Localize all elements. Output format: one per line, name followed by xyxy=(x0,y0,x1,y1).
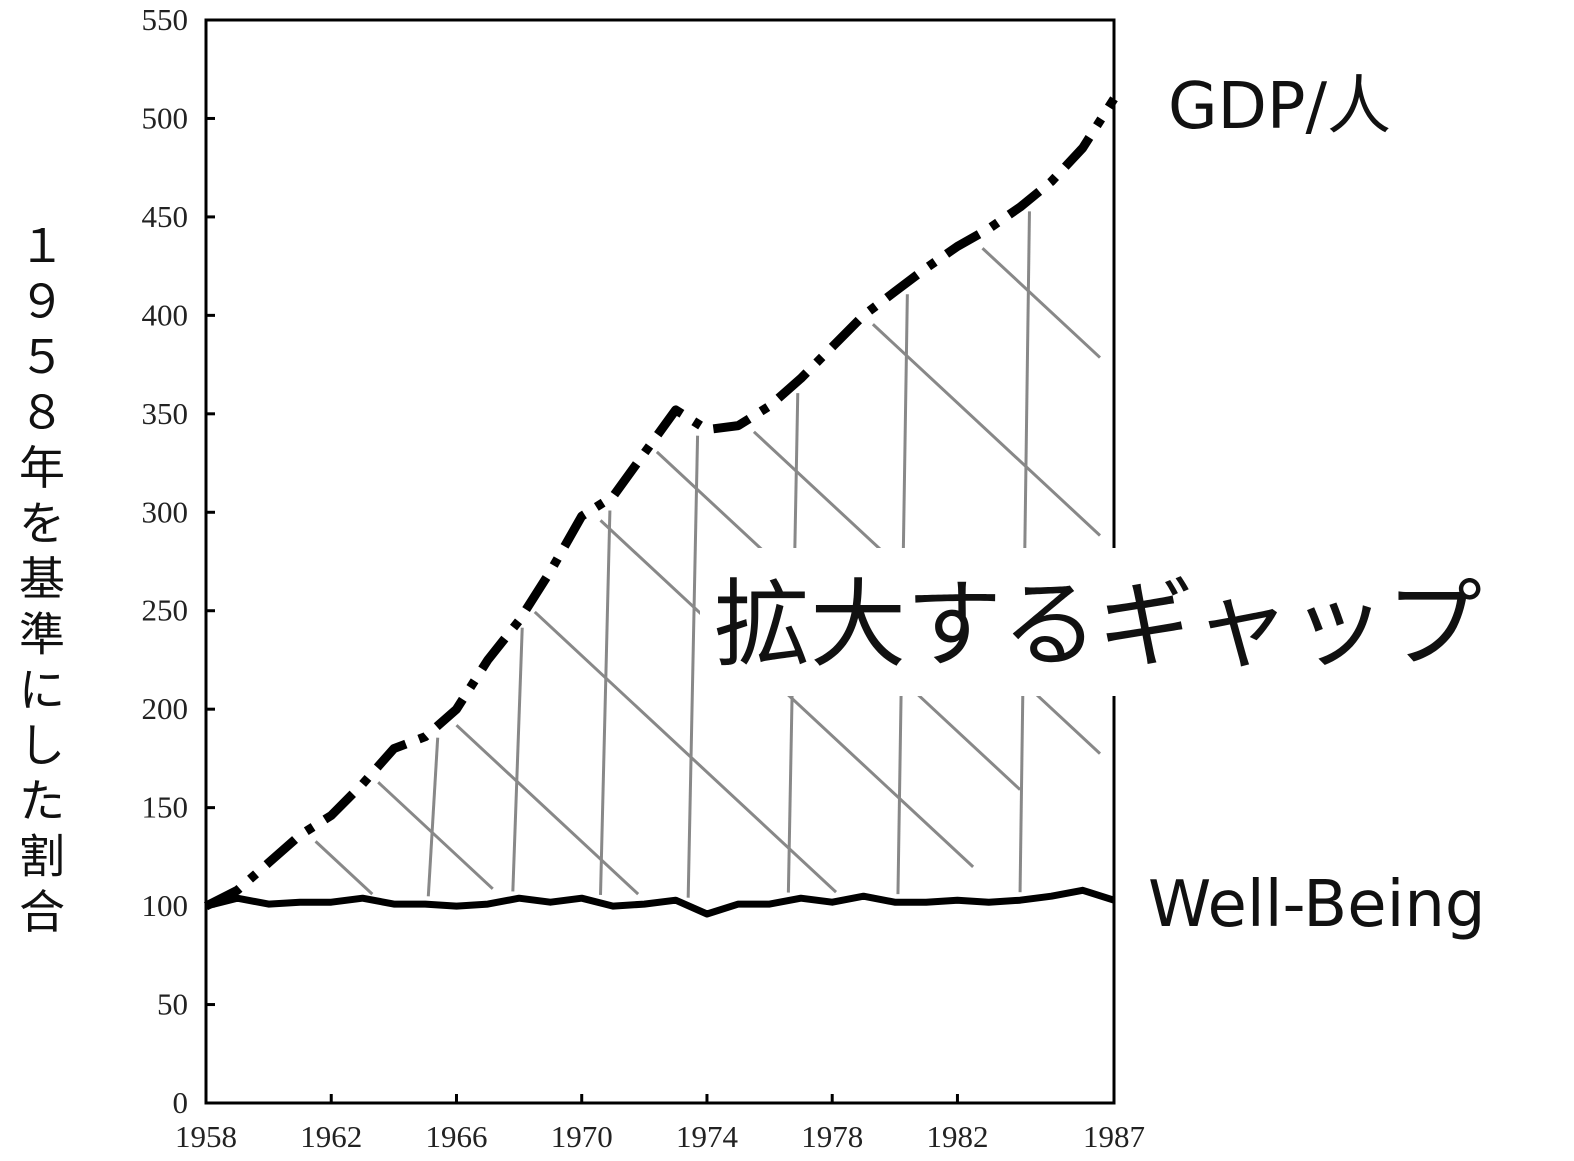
y-axis-label-char: 合 xyxy=(19,885,65,939)
annotation-label: 拡大するギャップ xyxy=(714,569,1482,681)
y-tick-label: 250 xyxy=(142,593,189,628)
y-tick-label: 200 xyxy=(142,691,189,726)
hatch-line xyxy=(426,737,440,897)
y-tick-label: 400 xyxy=(142,297,189,332)
x-tick-label: 1970 xyxy=(551,1119,613,1154)
y-tick-label: 0 xyxy=(173,1085,189,1120)
y-axis-label-char: ５ xyxy=(19,330,65,384)
y-tick-label: 50 xyxy=(157,987,188,1022)
hatch-line xyxy=(455,724,640,896)
wellbeing-line xyxy=(205,886,1116,918)
y-tick-label: 350 xyxy=(142,396,189,431)
y-axis-label-char: し xyxy=(19,719,65,773)
x-tick-label: 1962 xyxy=(300,1119,362,1154)
y-tick-label: 100 xyxy=(142,888,189,923)
hatch-line xyxy=(981,247,1102,359)
y-axis-label-char: 準 xyxy=(19,608,65,662)
series-label-wellbeing: Well-Being xyxy=(1148,868,1486,942)
hatch-line xyxy=(871,323,1102,537)
y-axis-label-char: た xyxy=(19,774,65,828)
hatch-line xyxy=(686,435,700,898)
y-tick-label: 500 xyxy=(142,100,189,135)
y-tick-label: 150 xyxy=(142,790,189,825)
annotation-background xyxy=(700,548,1574,696)
y-axis-label-char: ８ xyxy=(19,386,65,440)
x-tick-label: 1966 xyxy=(425,1119,487,1154)
x-tick-label: 1974 xyxy=(676,1119,739,1154)
hatch-line xyxy=(377,781,494,890)
series-label-gdp: GDP/人 xyxy=(1168,70,1391,144)
y-axis-label-char: に xyxy=(19,663,65,717)
y-axis-label-char: 割 xyxy=(19,830,65,884)
x-tick-label: 1982 xyxy=(926,1119,988,1154)
y-axis-label-char: 年 xyxy=(19,441,65,495)
x-tick-label: 1978 xyxy=(801,1119,863,1154)
hatch-line xyxy=(533,610,838,894)
x-tick-label: 1958 xyxy=(175,1119,237,1154)
x-tick-label: 1987 xyxy=(1083,1119,1145,1154)
hatch-line xyxy=(314,840,374,896)
hatch-line xyxy=(599,510,612,895)
hatch-line xyxy=(511,627,524,892)
y-axis-label-char: 基 xyxy=(19,552,65,606)
y-axis-label-char: １ xyxy=(19,219,65,273)
y-tick-label: 550 xyxy=(142,2,189,37)
x-axis-ticks: 1958 1962 1966 1970 1974 1978 1982 1987 xyxy=(175,1094,1145,1154)
y-tick-label: 300 xyxy=(142,494,189,529)
y-axis-ticks: 0 50 100 150 200 250 300 350 400 450 500 550 xyxy=(142,2,215,1120)
y-axis-label-char: ９ xyxy=(19,275,65,329)
y-tick-label: 450 xyxy=(142,199,189,234)
gdp-line xyxy=(203,96,1118,911)
series-lines xyxy=(203,96,1118,918)
y-axis-label-char: を xyxy=(19,497,65,551)
